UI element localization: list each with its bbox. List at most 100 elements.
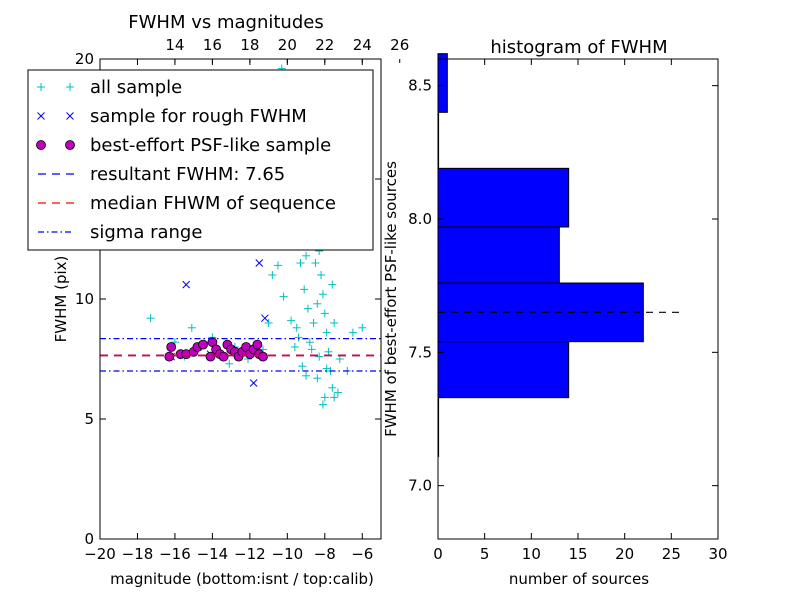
histogram-ytick-label: 7.5 [408,343,432,361]
scatter-top-xtick-label: 18 [240,36,259,54]
legend-sample-circle [65,140,75,150]
histogram-bar [437,167,570,228]
all-sample-point [307,345,316,354]
scatter-xtick-label: −10 [272,545,304,563]
scatter-ytick-label: 20 [75,50,94,68]
all-sample-point [187,323,196,332]
legend-sample-plus [37,83,45,91]
scatter-xtick-label: −6 [351,545,373,563]
legend-sample-x [66,112,74,120]
histogram-marks [437,53,681,457]
all-sample-point [290,343,299,351]
all-sample-point [273,261,282,270]
all-sample-point [303,304,312,313]
histogram-ytick-label: 8.5 [408,77,432,95]
scatter-panel: −20 −18 −16 −14 −12 −10 −8 −6 14 16 18 20 22 24 26 0 5 10… [27,12,409,588]
scatter-xtick-label: −8 [314,545,336,563]
psf-sample-point [252,339,263,350]
all-sample-point [305,338,314,347]
histogram-panel: 0 5 10 15 20 25 30 7.0 7.5 8.0 8.5 histogram of FW… [382,37,728,588]
all-sample-point [309,319,318,327]
all-sample-point [358,323,367,332]
histogram-ticks: 0 5 10 15 20 25 30 7.0 7.5 8.0 8.5 [408,59,728,563]
all-sample-point [318,290,327,299]
legend-sample-x [37,112,45,120]
legend-label-median-fwhm: median FHWM of sequence [90,193,336,214]
all-sample-point [320,393,329,402]
all-sample-point [225,359,234,368]
scatter-xtick-label: −18 [122,545,154,563]
psf-sample-point [164,351,175,362]
all-sample-point [311,259,320,267]
legend-label-rough-sample: sample for rough FWHM [90,106,307,127]
histogram-xtick-label: 30 [708,545,727,563]
legend-samples [36,83,75,233]
histogram-xtick-label: 0 [433,545,443,563]
scatter-ylabel: FWHM (pix) [52,256,70,343]
all-sample-point [294,333,303,342]
histogram-xtick-label: 15 [568,545,587,563]
all-sample-point [313,374,322,383]
all-sample-point [320,309,329,318]
legend-label-sigma-range: sigma range [90,222,202,243]
scatter-top-xtick-label: 26 [390,36,409,54]
scatter-top-xtick-label: 24 [353,36,372,54]
histogram-ylabel: FWHM of best-effort PSF-like sources [382,161,400,437]
scatter-xtick-label: −12 [234,545,266,563]
scatter-xtick-label: −16 [159,545,191,563]
all-sample-point [300,285,309,294]
legend-sample-plus [66,83,74,91]
scatter-top-xtick-label: 16 [203,36,222,54]
psf-sample-point [166,342,177,352]
legend-sample-circle [36,140,46,150]
all-sample-point [348,328,357,337]
histogram-xtick-label: 25 [662,545,681,563]
all-sample-point [330,319,339,327]
all-sample-point [324,347,333,356]
scatter-ytick-label: 5 [84,410,94,428]
all-sample-point [328,280,337,289]
all-sample-point [333,388,342,397]
histogram-bar [437,53,448,113]
legend-label-psf-sample: best-effort PSF-like sample [90,135,331,156]
histogram-ytick-label: 7.0 [408,477,432,495]
scatter-ytick-label: 0 [84,530,94,548]
psf-sample-point [198,339,208,350]
all-sample-point [268,271,277,279]
histogram-xtick-label: 10 [522,545,541,563]
legend-label-resultant-fwhm: resultant FWHM: 7.65 [90,164,285,185]
all-sample-point [317,271,326,279]
all-sample-point [298,362,307,371]
psf-sample-point [205,351,216,362]
all-sample-point [322,328,331,337]
scatter-top-xtick-label: 20 [278,36,297,54]
histogram-xtick-label: 20 [615,545,634,563]
all-sample-point [264,319,273,327]
all-sample-point [296,259,305,267]
all-sample-point [313,299,322,308]
legend-label-all-sample: all sample [90,77,182,98]
all-sample-point [330,393,339,402]
all-sample-point [302,371,311,380]
scatter-ytick-label: 10 [75,290,94,308]
scatter-xlabel: magnitude (bottom:isnt / top:calib) [110,570,374,588]
psf-sample-point [218,351,229,362]
histogram-title: histogram of FWHM [490,37,667,58]
all-sample-point [328,383,337,392]
all-sample-point [318,400,327,409]
scatter-top-xtick-label: 22 [315,36,334,54]
scatter-top-xtick-label: 14 [165,36,184,54]
rough-sample-point [255,259,264,267]
histogram-ytick-label: 8.0 [408,210,432,228]
all-sample-point [279,292,288,301]
rough-sample-point [249,379,258,387]
all-sample-point [287,316,296,325]
scatter-xtick-label: −20 [84,545,116,563]
rough-sample-point [260,314,269,323]
scatter-xtick-label: −14 [197,545,229,563]
scatter-legend: all sample sample for rough FWHM best-ef… [27,69,374,251]
all-sample-point [292,323,301,332]
legend-frame [27,69,374,251]
histogram-xtick-label: 5 [480,545,490,563]
